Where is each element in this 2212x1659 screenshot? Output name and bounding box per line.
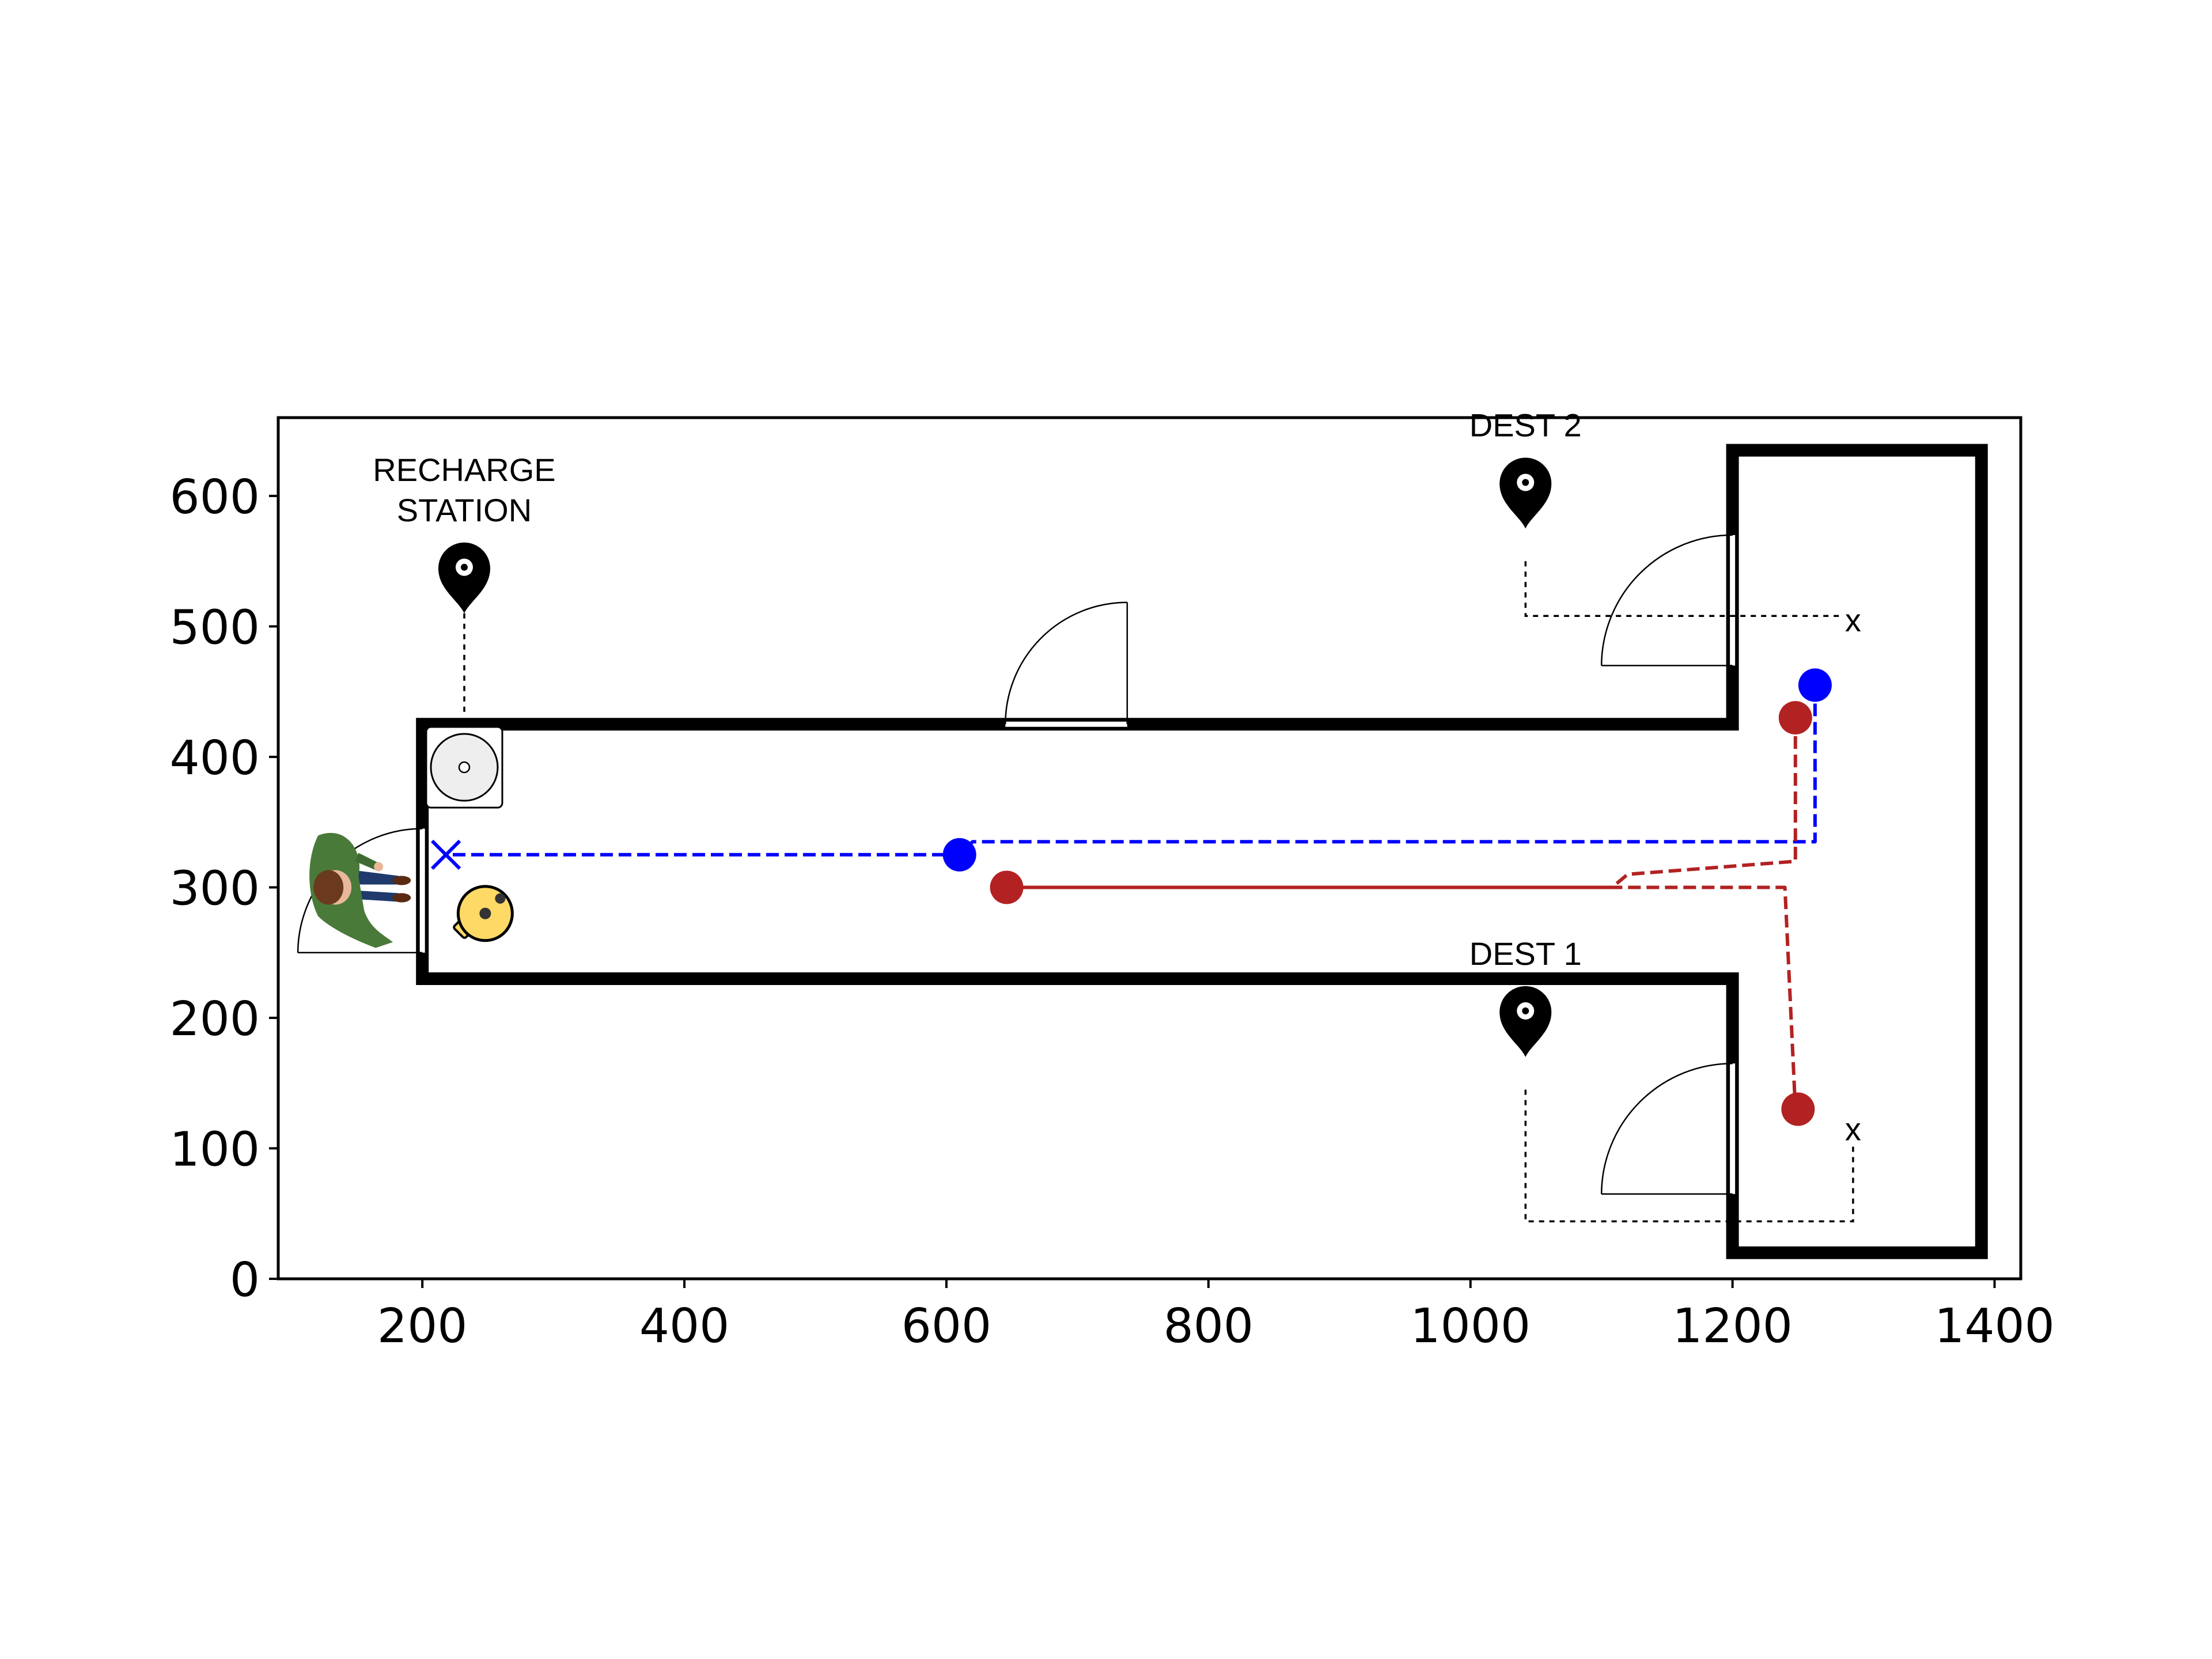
person-leg: [353, 870, 399, 885]
dest2-x: x: [1845, 602, 1861, 638]
path-point: [942, 838, 976, 872]
dest2-guide: [1524, 561, 1844, 618]
person-icon: [309, 832, 411, 948]
recharge-station-label: RECHARGE: [373, 452, 555, 488]
x-tick-label: 200: [377, 1299, 468, 1354]
dest1-guide: [1524, 1089, 1854, 1223]
dest1-door-swing: [1600, 1063, 1733, 1194]
y-tick-label: 400: [169, 731, 260, 786]
dest-1-label: DEST 1: [1469, 935, 1582, 972]
axes-frame: [276, 416, 2022, 1281]
x-tick-label: 1000: [1410, 1299, 1531, 1354]
path-point: [1778, 700, 1812, 734]
path-point: [1781, 1092, 1815, 1126]
dest-2-pin: DEST 2: [1469, 407, 1582, 529]
x-tick-label: 1200: [1672, 1299, 1793, 1354]
location-pin-icon: [1499, 457, 1552, 529]
y-tick-label: 200: [169, 992, 260, 1047]
dest-1-pin: DEST 1: [1469, 935, 1582, 1057]
robot-vacuum-icon: [453, 885, 514, 942]
y-tick-label: 600: [169, 470, 260, 525]
recharge-station-pin: RECHARGE STATION: [373, 452, 556, 613]
axis-ticks: 200 400 600 800 1000 1200 1400 0 100 200 300 400 500…: [169, 470, 2054, 1354]
x-tick-label: 800: [1164, 1299, 1254, 1354]
robot-sensor: [479, 907, 491, 919]
robot-paths: [431, 668, 1832, 1126]
person-hand: [374, 862, 384, 872]
path-line: [446, 685, 1817, 857]
person-shoe: [392, 893, 411, 903]
floor-plan: RECHARGE STATION DEST 2 DEST 1 x x: [297, 407, 1988, 1259]
axes-border: [276, 416, 2022, 1281]
x-tick-label: 1400: [1934, 1299, 2055, 1354]
y-tick-label: 500: [169, 600, 260, 655]
y-tick-label: 100: [169, 1122, 260, 1177]
location-pin-icon: [1499, 986, 1552, 1057]
pin-center: [1522, 1007, 1529, 1014]
person-hair: [313, 870, 344, 905]
x-tick-label: 400: [639, 1299, 730, 1354]
path-line: [1010, 718, 1797, 1109]
pin-center: [460, 563, 468, 571]
dest-2-label: DEST 2: [1469, 407, 1582, 444]
path-point: [1798, 668, 1832, 702]
y-tick-label: 0: [230, 1253, 260, 1308]
pin-center: [1522, 479, 1529, 486]
wall-outline: [416, 444, 1988, 1259]
recharge-station-label: STATION: [397, 492, 532, 528]
person-leg: [353, 890, 399, 902]
y-tick-label: 300: [169, 861, 260, 916]
top-door-swing: [1005, 601, 1127, 725]
dest1-x: x: [1845, 1111, 1861, 1147]
dest2-door-swing: [1600, 534, 1733, 666]
charging-dock-icon: [425, 726, 503, 809]
location-pin-icon: [438, 542, 490, 613]
person-shoe: [392, 876, 411, 885]
path-end-marker: [431, 839, 461, 870]
dock-center: [458, 761, 471, 774]
x-tick-label: 600: [902, 1299, 992, 1354]
path-point: [990, 870, 1024, 904]
robot-camera: [495, 893, 506, 904]
